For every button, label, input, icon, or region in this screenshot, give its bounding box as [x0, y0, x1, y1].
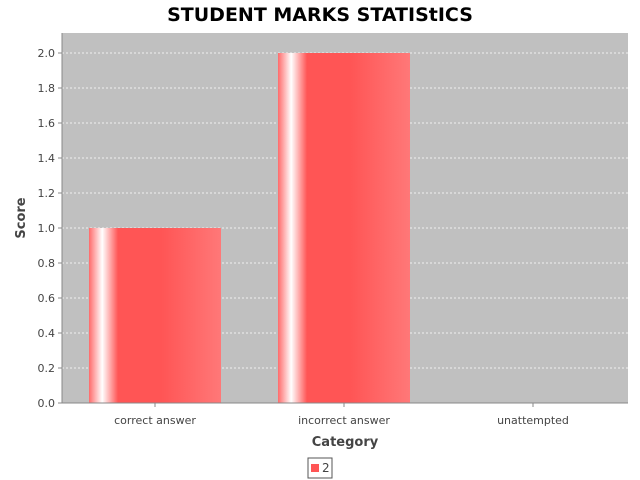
y-tick-label: 0.2: [38, 362, 56, 375]
y-tick-label: 1.0: [38, 222, 56, 235]
chart-title: STUDENT MARKS STATIStICS: [167, 4, 473, 26]
bar-0: [89, 228, 221, 403]
legend-label: 2: [322, 461, 330, 475]
y-tick-label: 2.0: [38, 47, 56, 60]
x-ticks: correct answer incorrect answer unattempte…: [114, 403, 569, 427]
x-tick-label: incorrect answer: [298, 414, 390, 427]
y-ticks: 0.0 0.2 0.4 0.6 0.8 1.0 1.2 1.4 1.6 1.8 2.0: [38, 47, 62, 410]
y-tick-label: 1.6: [38, 117, 56, 130]
y-tick-label: 1.2: [38, 187, 56, 200]
y-axis-label: Score: [14, 197, 29, 238]
y-tick-label: 0.8: [38, 257, 56, 270]
legend: 2: [307, 457, 333, 479]
y-tick-label: 0.0: [38, 397, 56, 410]
x-tick-label: unattempted: [497, 414, 569, 427]
y-tick-label: 0.6: [38, 292, 56, 305]
y-tick-label: 1.8: [38, 82, 56, 95]
x-axis-label: Category: [312, 435, 379, 450]
legend-box: [307, 457, 333, 479]
legend-swatch: [311, 464, 319, 472]
bar-1: [278, 53, 410, 403]
y-tick-label: 0.4: [38, 327, 56, 340]
y-tick-label: 1.4: [38, 152, 56, 165]
x-tick-label: correct answer: [114, 414, 196, 427]
bars: [89, 53, 410, 403]
